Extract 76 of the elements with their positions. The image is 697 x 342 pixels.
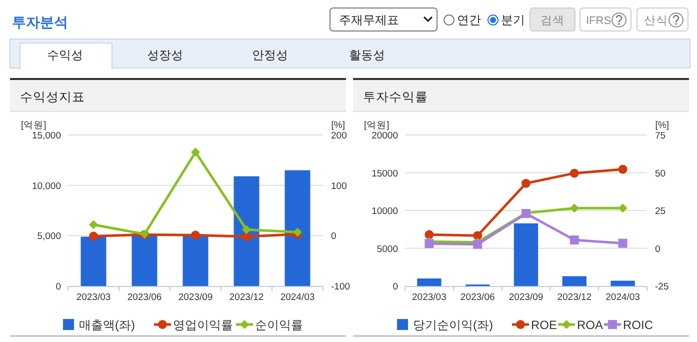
text: 검색 xyxy=(540,15,564,27)
y2-tick-label: 100 xyxy=(331,180,347,192)
point xyxy=(242,225,251,234)
bar xyxy=(80,236,106,286)
x-tick-label: 2024/03 xyxy=(606,292,640,303)
chart-title: 투자수익률 xyxy=(363,90,428,104)
point xyxy=(89,220,98,230)
y2-tick-label: 0 xyxy=(331,231,336,242)
point xyxy=(618,204,628,213)
point xyxy=(89,232,98,241)
x-tick-label: 2023/09 xyxy=(508,292,544,303)
x-tick-label: 2024/03 xyxy=(280,292,315,303)
y2-tick-label: -25 xyxy=(655,282,669,292)
legend-label: 영업이익률 xyxy=(173,318,233,332)
x-tick-label: 2023/03 xyxy=(76,292,111,303)
point xyxy=(473,231,482,240)
point xyxy=(242,232,251,242)
y2-axis-title: [%] xyxy=(655,120,669,131)
point xyxy=(191,148,200,157)
x-tick-label: 2023/12 xyxy=(557,292,592,303)
legend-label: 매출액(좌) xyxy=(79,318,135,332)
y-tick-label: 10000 xyxy=(372,206,398,217)
point xyxy=(570,168,579,178)
text: 분기 xyxy=(501,13,525,27)
text: 산식 xyxy=(644,15,668,27)
legend-label: ROA xyxy=(577,318,604,332)
legend-label: 당기순이익(좌) xyxy=(413,318,493,332)
bar xyxy=(514,223,538,286)
chart-title: 수익성지표 xyxy=(20,90,85,104)
x-tick-label: 2023/09 xyxy=(178,292,213,303)
y2-tick-label: -100 xyxy=(331,282,350,292)
y2-tick-label: 75 xyxy=(655,130,666,142)
text: 수익성 xyxy=(47,48,83,62)
bar xyxy=(417,278,442,286)
legend-label: ROIC xyxy=(623,318,654,332)
y2-tick-label: 0 xyxy=(655,244,660,255)
y2-axis-title: [%] xyxy=(331,120,345,131)
x-tick-label: 2023/03 xyxy=(412,292,446,303)
text: 투자분석 xyxy=(12,14,68,30)
bar xyxy=(284,170,310,286)
y-axis-title: [억원] xyxy=(21,120,46,131)
y-tick-label: 15,000 xyxy=(32,130,61,142)
text: 주재무제표 xyxy=(339,13,399,27)
y-axis-title: [억원] xyxy=(364,120,390,131)
text: IFRS xyxy=(586,15,612,27)
text: 연간 xyxy=(457,13,481,27)
x-tick-label: 2023/12 xyxy=(229,292,264,303)
y-tick-label: 10,000 xyxy=(32,180,61,192)
x-tick-label: 2023/06 xyxy=(460,292,495,303)
legend-label: 순이익률 xyxy=(255,318,303,332)
point xyxy=(522,178,530,188)
bar xyxy=(132,234,158,286)
bar xyxy=(182,234,208,286)
y2-tick-label: 25 xyxy=(655,206,666,217)
y-tick-label: 15000 xyxy=(372,168,398,180)
y-tick-label: 5000 xyxy=(376,244,398,255)
point xyxy=(618,238,628,248)
x-tick-label: 2023/06 xyxy=(127,292,162,303)
bar xyxy=(234,176,260,286)
text: 활동성 xyxy=(349,48,385,62)
y-tick-label: 0 xyxy=(392,282,398,292)
text: 성장성 xyxy=(147,48,183,62)
text: 안정성 xyxy=(252,48,288,62)
point xyxy=(191,230,200,240)
y-tick-label: 5,000 xyxy=(37,231,61,242)
y-tick-label: 20000 xyxy=(372,130,398,142)
y2-tick-label: 200 xyxy=(331,130,347,142)
point xyxy=(424,230,434,240)
y-tick-label: 0 xyxy=(56,282,61,292)
legend-label: ROE xyxy=(531,318,558,332)
point xyxy=(570,204,579,213)
point xyxy=(618,164,628,174)
bar xyxy=(562,276,586,286)
point xyxy=(570,235,579,244)
y2-tick-label: 50 xyxy=(655,168,666,180)
bar xyxy=(610,280,635,286)
